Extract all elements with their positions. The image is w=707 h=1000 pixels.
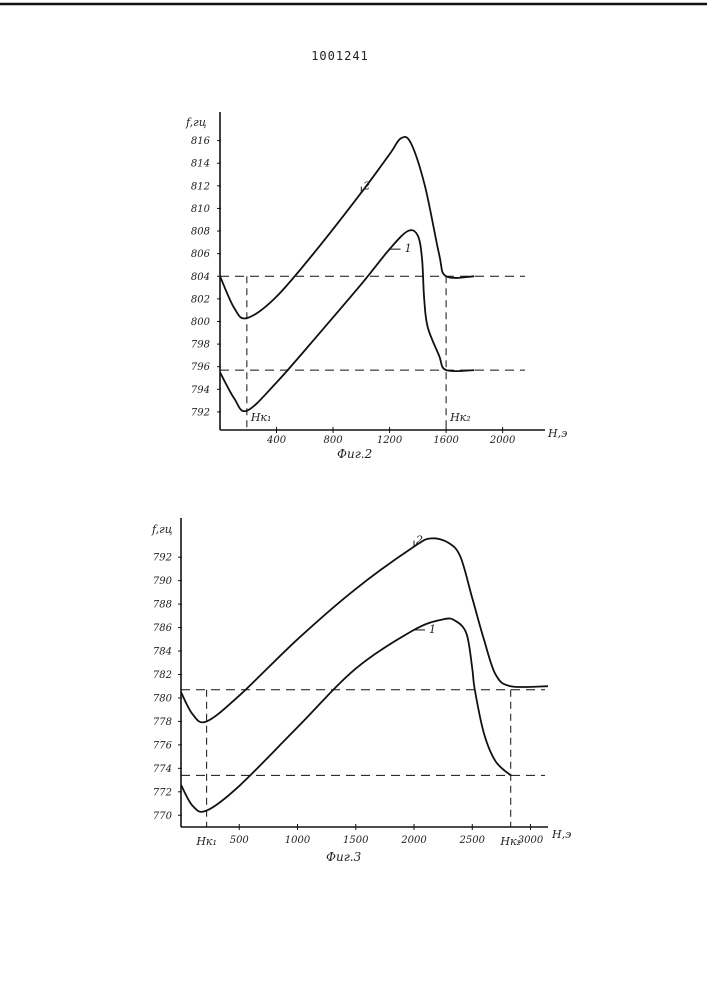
fig3-y-tick-label: 786 xyxy=(153,623,173,634)
fig3-series-2-label: 2 xyxy=(415,534,423,547)
figure-2-chart: f,гц H,э Фиг.2 792 794 796 798 800 802 804 806 8… xyxy=(185,112,567,461)
fig2-caption: Фиг.2 xyxy=(337,447,372,461)
fig3-x-tick-label: 500 xyxy=(230,835,250,846)
fig3-y-tick-label: 776 xyxy=(153,740,173,751)
fig3-x-tick-label: 2000 xyxy=(400,835,427,846)
fig3-x-tick-label: 3000 xyxy=(518,835,544,846)
fig2-y-tick-label: 810 xyxy=(191,204,211,215)
fig2-y-tick-label: 798 xyxy=(191,340,210,351)
fig3-x-tick-label: 2500 xyxy=(459,835,486,846)
fig2-x-tick-label: 800 xyxy=(323,435,343,446)
fig3-y-tick-label: 772 xyxy=(153,787,172,798)
document-number: 1001241 xyxy=(311,49,369,63)
fig2-y-tick-label: 802 xyxy=(191,294,210,305)
fig3-marker-label: Hк₂ xyxy=(499,835,521,848)
fig3-caption: Фиг.3 xyxy=(326,850,362,864)
fig3-y-tick-label: 784 xyxy=(153,647,172,658)
fig2-series-1-line xyxy=(220,230,474,411)
fig2-series-1-label: 1 xyxy=(405,242,412,255)
fig3-y-tick-label: 782 xyxy=(153,670,172,681)
fig2-x-tick-label: 2000 xyxy=(489,435,516,446)
fig3-series-1-label: 1 xyxy=(429,623,436,636)
fig2-y-tick-label: 796 xyxy=(191,362,211,373)
fig2-y-tick-label: 804 xyxy=(191,272,210,283)
fig2-y-tick-label: 814 xyxy=(191,159,210,170)
fig3-y-tick-label: 778 xyxy=(153,717,172,728)
fig3-y-tick-label: 770 xyxy=(153,811,173,822)
fig3-ylabel: f,гц xyxy=(151,523,173,536)
fig2-series-2-line xyxy=(220,137,474,319)
fig2-y-tick-label: 812 xyxy=(191,181,210,192)
fig2-y-tick-label: 806 xyxy=(191,249,211,260)
figure-3-chart: f,гц H,э Фиг.3 770 772 774 776 778 780 782 784 7… xyxy=(151,518,571,864)
fig2-ylabel: f,гц xyxy=(185,116,207,129)
fig2-y-tick-label: 808 xyxy=(191,227,210,238)
fig2-y-tick-label: 794 xyxy=(191,385,210,396)
fig2-marker-label: Hк₁ xyxy=(250,411,272,424)
fig3-series-1-line xyxy=(181,618,511,811)
fig2-series-2-label: 2 xyxy=(362,180,370,193)
fig2-y-tick-label: 816 xyxy=(191,136,211,147)
fig3-series-2-line xyxy=(181,538,548,722)
fig2-y-tick-label: 800 xyxy=(191,317,211,328)
fig3-marker-label: Hк₁ xyxy=(195,835,217,848)
fig3-y-tick-label: 788 xyxy=(153,600,172,611)
fig3-y-tick-label: 792 xyxy=(153,553,172,564)
fig3-y-tick-label: 780 xyxy=(153,693,173,704)
fig2-x-tick-label: 1200 xyxy=(377,435,403,446)
fig3-x-tick-label: 1000 xyxy=(285,835,311,846)
fig2-xlabel: H,э xyxy=(547,427,567,440)
fig2-marker-label: Hк₂ xyxy=(449,411,471,424)
fig3-y-tick-label: 774 xyxy=(153,764,172,775)
fig3-xlabel: H,э xyxy=(551,828,571,841)
fig2-x-tick-label: 400 xyxy=(266,435,287,446)
fig2-x-tick-label: 1600 xyxy=(433,435,459,446)
fig3-y-tick-label: 790 xyxy=(153,576,173,587)
fig2-y-tick-label: 792 xyxy=(191,407,210,418)
fig3-x-tick-label: 1500 xyxy=(343,835,369,846)
